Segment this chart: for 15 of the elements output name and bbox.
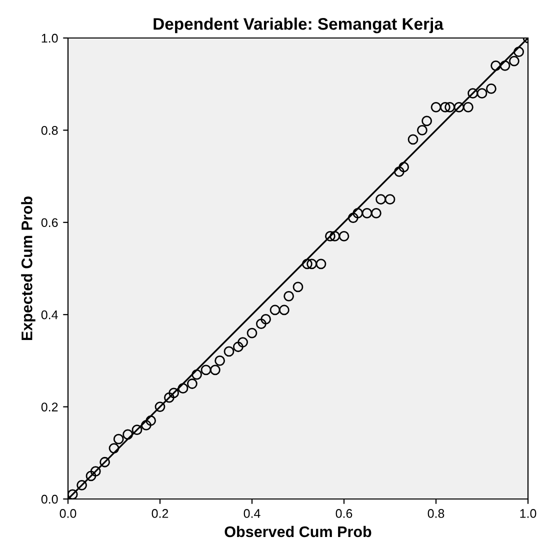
y-tick-label: 0.8 bbox=[41, 126, 58, 135]
y-axis-title: Expected Cum Prob bbox=[21, 196, 36, 340]
y-tick-label: 0.6 bbox=[41, 218, 58, 228]
x-tick-label: 0.2 bbox=[152, 509, 168, 518]
x-tick-label: 0.6 bbox=[336, 509, 352, 518]
x-tick-label: 0.8 bbox=[428, 509, 444, 518]
chart-title: Dependent Variable: Semangat Kerja bbox=[154, 18, 444, 34]
x-tick-label: 1.0 bbox=[520, 509, 536, 518]
y-tick-label: 0.2 bbox=[41, 402, 58, 412]
x-tick-label: 0.0 bbox=[60, 509, 76, 518]
x-tick-label: 0.4 bbox=[244, 509, 260, 518]
y-tick-label: 0.4 bbox=[41, 310, 58, 320]
y-tick-label: 0.0 bbox=[41, 494, 58, 504]
x-axis-title: Observed Cum Prob bbox=[224, 526, 372, 538]
y-tick-label: 1.0 bbox=[42, 34, 58, 43]
